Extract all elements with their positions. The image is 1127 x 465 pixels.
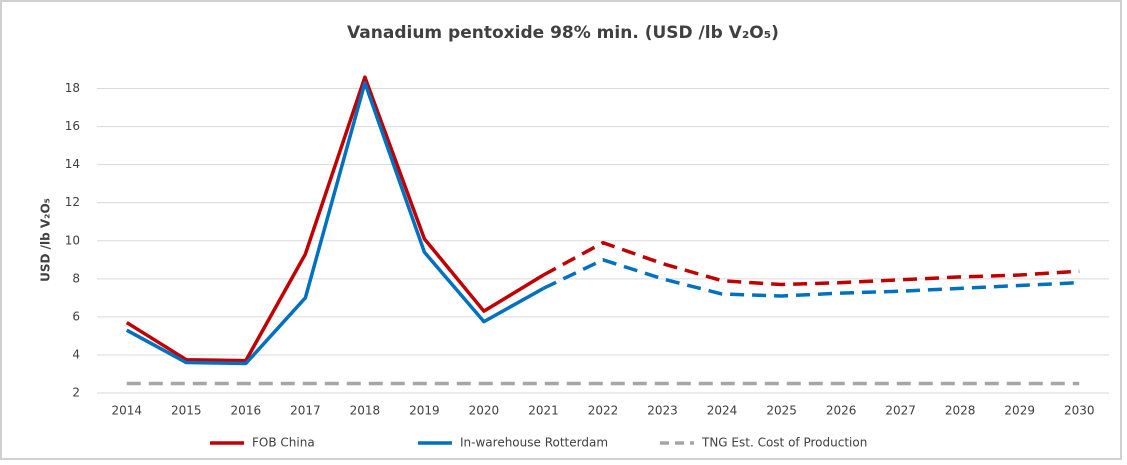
y-tick-label: 2	[72, 386, 80, 400]
y-tick-label: 18	[65, 81, 80, 95]
x-tick-label: 2027	[885, 404, 916, 418]
x-tick-label: 2021	[528, 404, 559, 418]
chart-title: Vanadium pentoxide 98% min. (USD /lb V₂O…	[347, 23, 779, 43]
legend-label: In-warehouse Rotterdam	[460, 436, 608, 450]
y-tick-label: 10	[65, 233, 80, 247]
x-tick-label: 2017	[290, 404, 321, 418]
x-tick-label: 2026	[826, 404, 857, 418]
y-tick-label: 16	[65, 119, 80, 133]
x-tick-label: 2028	[945, 404, 976, 418]
y-tick-label: 6	[72, 309, 80, 323]
series-line	[125, 75, 545, 363]
x-tick-label: 2015	[171, 404, 202, 418]
x-tick-label: 2030	[1064, 404, 1095, 418]
x-tick-label: 2025	[766, 404, 797, 418]
y-axis-label: USD /lb V₂O₅	[39, 198, 53, 282]
x-tick-label: 2023	[647, 404, 678, 418]
y-tick-label: 12	[65, 195, 80, 209]
legend-label: FOB China	[252, 436, 315, 450]
x-tick-label: 2018	[350, 404, 381, 418]
x-tick-label: 2019	[409, 404, 440, 418]
y-tick-label: 14	[65, 157, 80, 171]
series-line-dashed	[542, 240, 1080, 287]
x-tick-label: 2024	[707, 404, 738, 418]
x-tick-label: 2020	[469, 404, 500, 418]
legend-label: TNG Est. Cost of Production	[701, 436, 867, 450]
series-line	[125, 81, 545, 366]
x-tick-label: 2014	[111, 404, 142, 418]
y-tick-label: 8	[72, 271, 80, 285]
x-tick-label: 2029	[1004, 404, 1035, 418]
y-tick-label: 4	[72, 347, 80, 361]
x-tick-label: 2016	[231, 404, 262, 418]
x-tick-label: 2022	[588, 404, 619, 418]
series-line-dashed	[542, 258, 1080, 298]
